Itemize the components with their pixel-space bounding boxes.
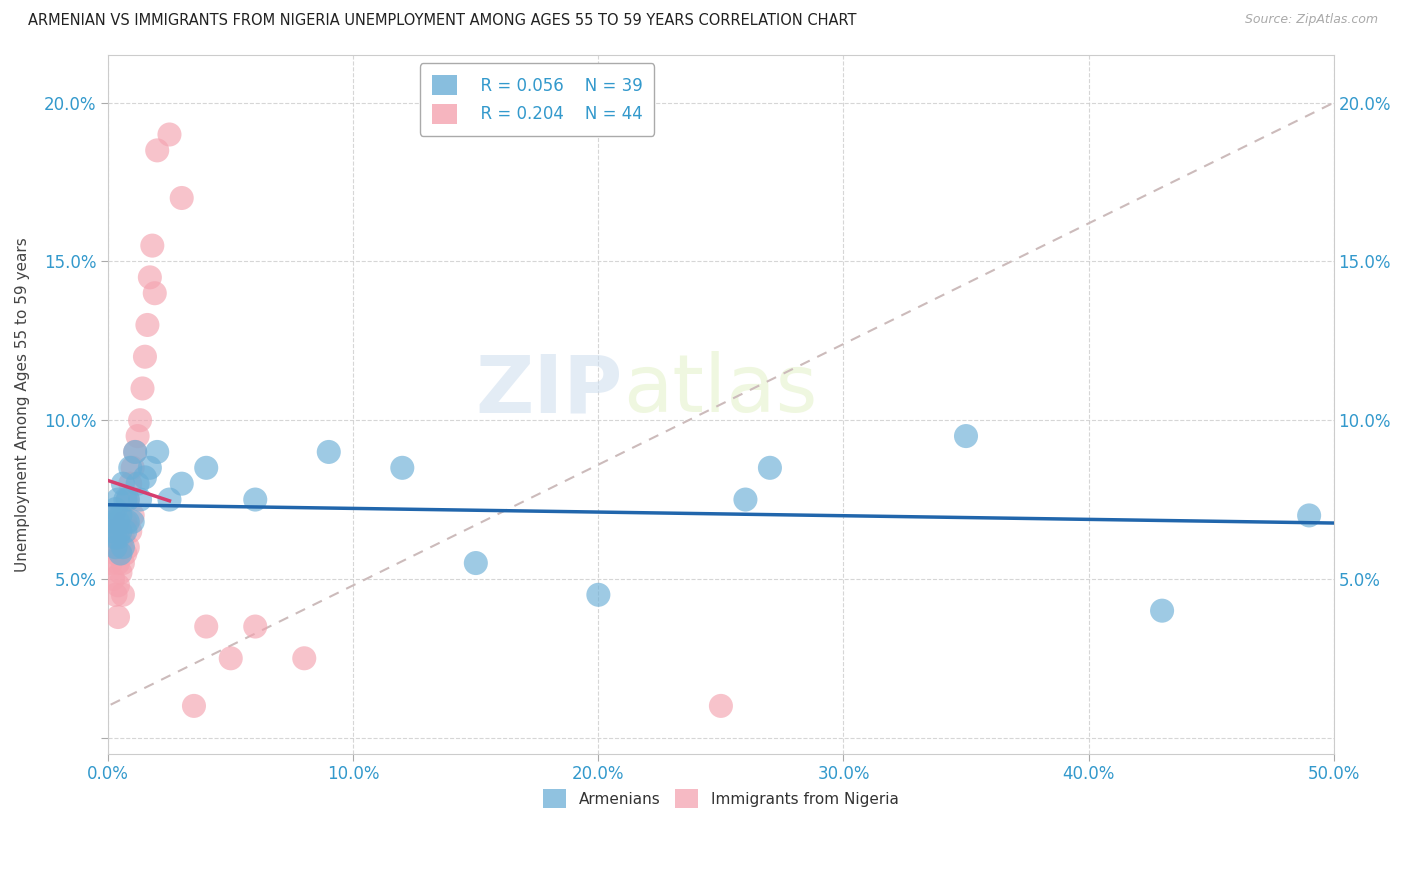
Point [104,540,127,554]
Point [131,381,153,395]
Point [104,588,127,602]
Point [104,531,127,545]
Point [114,515,136,529]
Point [100,556,122,570]
Point [120,524,142,539]
Point [107,531,129,545]
Point [129,492,152,507]
Point [139,460,162,475]
Point [110,508,132,523]
Point [159,492,181,507]
Point [195,619,218,633]
Point [104,533,127,548]
Point [104,547,127,561]
Point [107,556,129,570]
Point [101,515,124,529]
Point [955,429,977,443]
Point [100,540,122,554]
Point [170,476,193,491]
Point [117,540,139,554]
Point [124,445,146,459]
Point [734,492,756,507]
Point [100,508,122,523]
Point [318,445,340,459]
Point [219,651,242,665]
Point [170,191,193,205]
Point [141,238,163,252]
Point [114,524,136,539]
Point [134,350,156,364]
Point [121,460,143,475]
Point [139,270,162,285]
Point [110,547,132,561]
Point [245,619,267,633]
Point [100,524,122,539]
Point [111,531,134,545]
Point [101,524,124,539]
Y-axis label: Unemployment Among Ages 55 to 59 years: Unemployment Among Ages 55 to 59 years [15,237,30,572]
Point [110,566,132,580]
Point [195,460,218,475]
Point [588,588,610,602]
Text: ZIP: ZIP [475,351,623,429]
Point [464,556,486,570]
Point [117,492,139,507]
Point [127,476,149,491]
Point [127,429,149,443]
Point [107,492,129,507]
Point [245,492,267,507]
Point [107,610,129,624]
Point [107,524,129,539]
Point [146,144,169,158]
Point [111,556,134,570]
Point [391,460,413,475]
Point [117,492,139,507]
Point [111,476,134,491]
Point [101,572,124,586]
Point [101,508,124,523]
Point [121,508,143,523]
Point [110,524,132,539]
Point [111,588,134,602]
Point [117,515,139,529]
Point [120,460,142,475]
Point [121,515,143,529]
Legend: Armenians, Immigrants from Nigeria: Armenians, Immigrants from Nigeria [536,781,905,815]
Point [107,515,129,529]
Point [134,470,156,484]
Point [292,651,315,665]
Point [124,445,146,459]
Point [120,476,142,491]
Point [104,502,127,516]
Point [107,578,129,592]
Point [114,492,136,507]
Point [143,286,166,301]
Text: atlas: atlas [623,351,817,429]
Point [759,460,782,475]
Point [136,318,159,332]
Point [183,698,205,713]
Point [111,540,134,554]
Point [101,515,124,529]
Point [710,698,733,713]
Point [110,540,132,554]
Point [129,413,152,427]
Point [159,128,181,142]
Point [114,547,136,561]
Point [146,445,169,459]
Text: Source: ZipAtlas.com: Source: ZipAtlas.com [1244,13,1378,27]
Point [1298,508,1320,523]
Text: ARMENIAN VS IMMIGRANTS FROM NIGERIA UNEMPLOYMENT AMONG AGES 55 TO 59 YEARS CORRE: ARMENIAN VS IMMIGRANTS FROM NIGERIA UNEM… [28,13,856,29]
Point [1152,604,1174,618]
